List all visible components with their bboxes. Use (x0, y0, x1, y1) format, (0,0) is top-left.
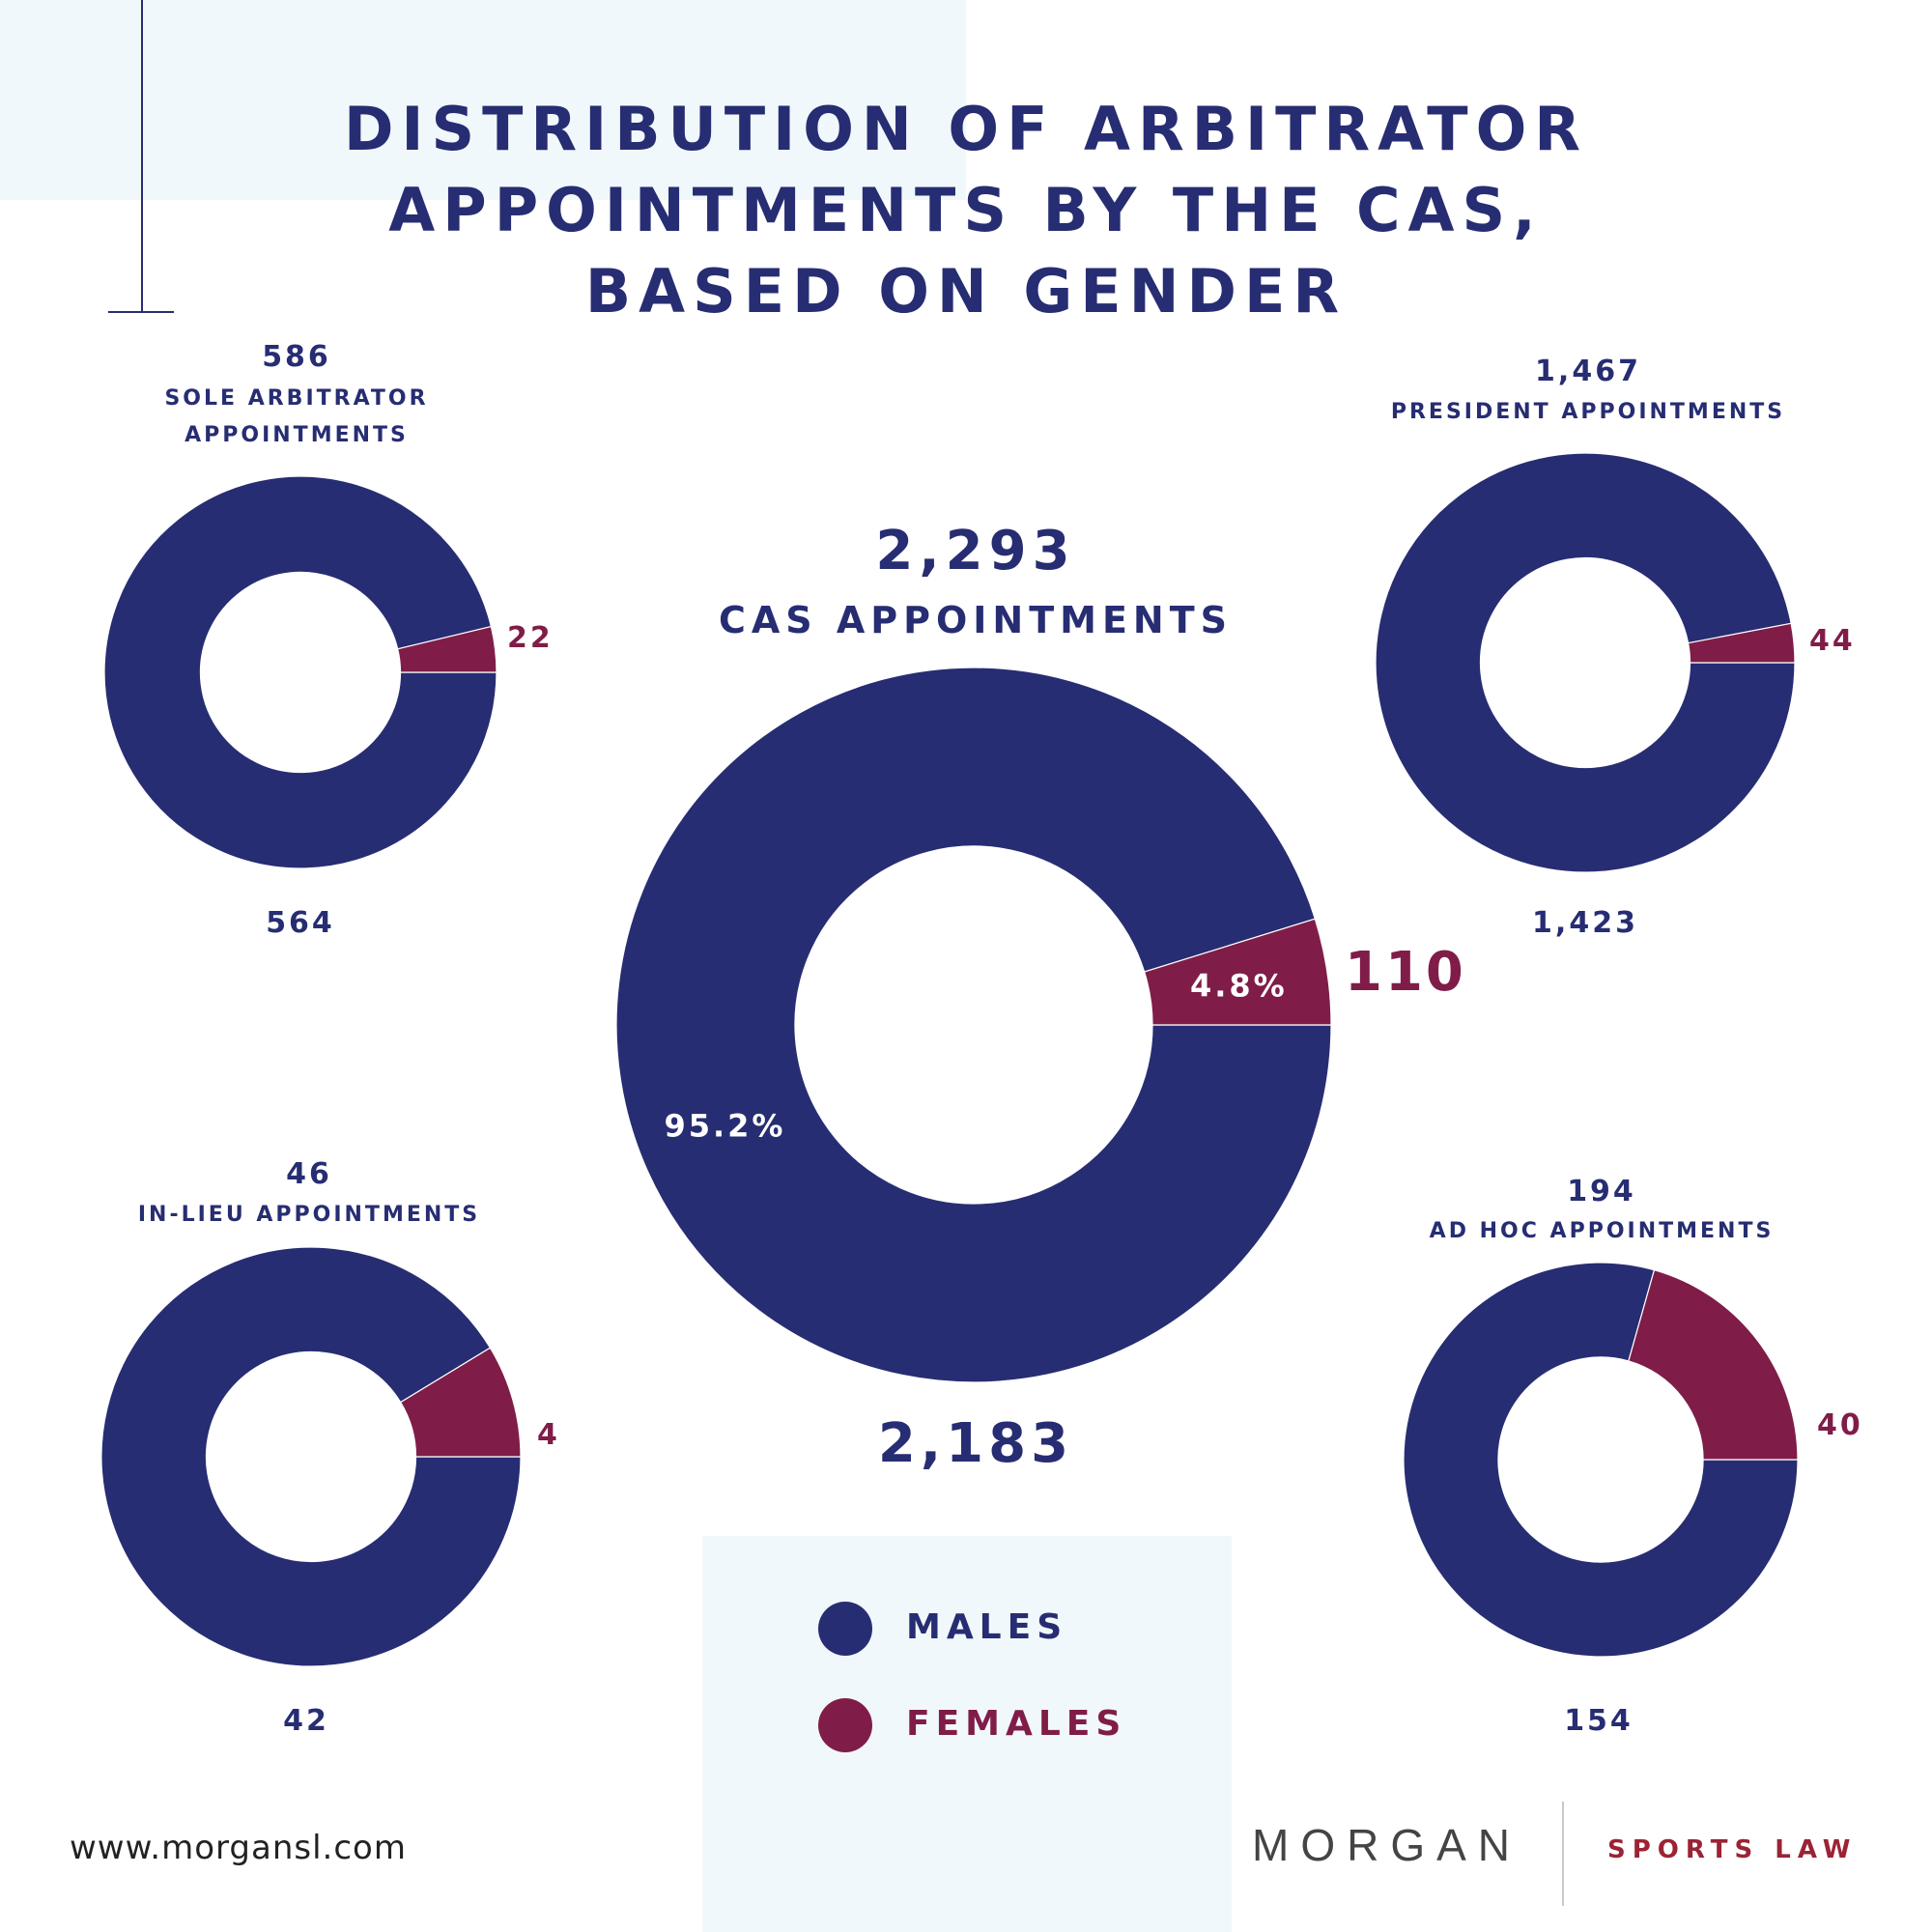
title-line-1: DISTRIBUTION OF ARBITRATOR (343, 94, 1589, 164)
president-female-value: 44 (1809, 624, 1856, 658)
title-line-3: BASED ON GENDER (584, 256, 1348, 327)
page-title: DISTRIBUTION OF ARBITRATOR APPOINTMENTS … (145, 89, 1787, 332)
header-tint-block (0, 0, 966, 200)
sole-female-slice (396, 625, 497, 673)
inlieu-female-value: 4 (537, 1418, 560, 1452)
title-line-2: APPOINTMENTS BY THE CAS, (388, 175, 1544, 245)
cas-female-percent-label: 4.8% (1190, 967, 1288, 1004)
adhoc-donut-chart (1403, 1262, 1799, 1658)
adhoc-male-value: 154 (1564, 1704, 1634, 1738)
inlieu-title: IN-LIEU APPOINTMENTS (137, 1203, 481, 1227)
sole-title-line-1: SOLE ARBITRATOR (164, 386, 429, 411)
inlieu-total: 46 (286, 1157, 332, 1191)
sole-male-value: 564 (266, 906, 335, 940)
sole-title: SOLE ARBITRATOR APPOINTMENTS (103, 381, 490, 454)
legend-males-swatch (818, 1602, 872, 1656)
decorative-horizontal-line (108, 311, 174, 313)
website-link[interactable]: www.morgansl.com (70, 1829, 407, 1867)
sole-male-slice (103, 475, 497, 869)
sole-donut-chart (103, 475, 497, 869)
adhoc-female-value: 40 (1817, 1408, 1863, 1442)
legend-females-label: FEMALES (906, 1704, 1127, 1744)
legend-panel (702, 1536, 1232, 1932)
president-male-value: 1,423 (1532, 906, 1638, 940)
president-donut-chart (1375, 452, 1796, 873)
sole-total: 586 (262, 340, 331, 374)
cas-male-percent-label: 95.2% (664, 1107, 785, 1144)
president-male-slice (1375, 452, 1796, 873)
inlieu-donut-chart (100, 1246, 522, 1667)
sole-female-value: 22 (507, 621, 554, 655)
inlieu-female-slice (399, 1347, 522, 1458)
president-title: PRESIDENT APPOINTMENTS (1390, 400, 1786, 424)
cas-female-value: 110 (1345, 941, 1466, 1004)
adhoc-total: 194 (1567, 1175, 1636, 1208)
cas-total: 2,293 (875, 520, 1076, 582)
inlieu-male-slice (100, 1246, 522, 1667)
cas-title: CAS APPOINTMENTS (718, 599, 1234, 641)
sole-title-line-2: APPOINTMENTS (185, 423, 409, 447)
cas-female-slice (1143, 918, 1332, 1026)
president-total: 1,467 (1535, 355, 1641, 388)
president-female-slice (1687, 622, 1796, 664)
cas-male-slice (615, 667, 1332, 1383)
decorative-vertical-line (141, 0, 143, 313)
logo-morgan: MORGAN (1252, 1820, 1521, 1870)
cas-male-value: 2,183 (877, 1412, 1074, 1475)
logo-sports-law: SPORTS LAW (1607, 1835, 1858, 1864)
legend-females-swatch (818, 1698, 872, 1752)
cas-donut-chart: 4.8% 95.2% (615, 667, 1332, 1383)
adhoc-title: AD HOC APPOINTMENTS (1429, 1219, 1775, 1243)
logo-divider (1562, 1802, 1564, 1906)
adhoc-female-slice (1628, 1268, 1799, 1461)
inlieu-male-value: 42 (283, 1704, 329, 1738)
legend-males-label: MALES (906, 1607, 1068, 1647)
adhoc-male-slice (1403, 1262, 1799, 1658)
